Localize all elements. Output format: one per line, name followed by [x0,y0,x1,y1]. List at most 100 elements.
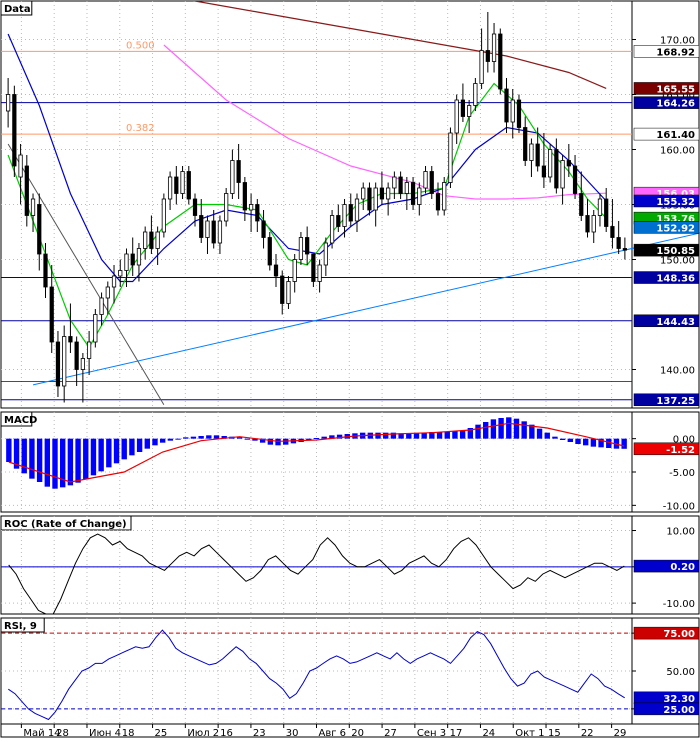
candle-body [118,270,123,277]
candle-body [504,88,509,123]
macd-histogram-bar [390,432,397,439]
macd-histogram-bar [421,432,427,439]
price-trend-label-bg [633,221,700,234]
rsi-title-box [0,617,45,633]
candle-body [529,143,534,161]
macd-tick-label: -10.00 [663,501,695,512]
macd-histogram-bar [106,438,112,468]
x-axis-label: 20 [351,728,364,738]
macd-histogram-bar [206,435,212,439]
macd-histogram-bar [575,438,581,444]
macd-histogram-bar [513,418,520,439]
candle-body [535,143,540,167]
macd-histogram-bar [406,433,412,439]
macd-histogram-bar [506,417,512,439]
macd-histogram-bar [244,438,250,440]
roc-tick-label: -10.00 [663,599,695,610]
price-hline-label: 137.25 [656,396,695,407]
macd-histogram-bar [459,430,466,439]
macd-histogram-bar [598,438,604,448]
macd-histogram-bar [475,424,481,439]
macd-histogram-bar [583,438,589,446]
macd-histogram-bar [75,438,81,483]
candle-body [37,204,42,255]
x-axis-label: 28 [56,728,69,738]
ema-line [7,82,607,349]
candle-body [572,165,578,194]
roc-tick-label: 10.00 [666,527,695,538]
macd-signal-line [8,422,625,483]
candle-body [93,314,98,343]
candle-body [435,193,441,211]
macd-histogram-bar [490,419,497,439]
roc-line [8,533,625,615]
price-hline-label-bg [633,314,700,328]
price-tick-label: 160.00 [660,146,695,157]
candle-body [305,237,310,255]
candle-body [74,341,79,370]
price-ma-label: 153.76 [656,214,695,225]
macd-histogram-bar [329,435,335,439]
candle-body [273,264,279,277]
candle-body [136,248,142,266]
macd-histogram-bar [529,424,535,439]
candle-body [323,242,328,266]
x-axis-label: 30 [286,728,299,738]
price-ma-label: 155.32 [656,197,695,208]
candle-body [379,187,385,200]
candle-body [329,215,335,244]
price-fib-label: 161.40 [656,130,695,141]
price-hline-label: 148.36 [656,274,695,285]
macd-histogram-bar [621,438,627,449]
macd-histogram-bar [313,438,320,439]
macd-histogram-bar [398,433,404,439]
macd-histogram-bar [121,438,127,460]
macd-tick-label: 0.00 [673,435,695,446]
price-hline-label: 164.26 [656,99,695,110]
candle-body [298,237,304,260]
candle-body [236,160,241,183]
candle-body [498,33,503,90]
candle-body [516,99,522,128]
price-tick-label: 140.00 [660,366,695,377]
candle-body [255,204,260,222]
candle-body [510,99,515,123]
macd-histogram-bar [559,438,566,440]
rsi-lower-label: 25.00 [663,705,695,716]
macd-histogram-bar [590,438,597,447]
x-axis-label: 27 [384,728,397,738]
candle-body [130,253,135,266]
candle-body [423,171,428,189]
candle-body [12,94,17,167]
fibonacci-level-label: 0.382 [126,123,155,134]
candle-body [473,83,478,106]
candle-body [224,193,229,222]
macd-histogram-bar [59,438,66,488]
candle-body [523,127,528,161]
candle-body [242,182,247,211]
candle-body [610,226,615,238]
rsi-upper-label-bg [633,626,700,640]
x-axis-label: 23 [253,728,266,738]
price-ma-label-bg [633,82,700,95]
roc-title-box [0,515,132,531]
price-tick-label: 170.00 [660,36,695,47]
candle-body [541,165,547,178]
macd-histogram-bar [383,432,389,439]
macd-histogram-bar [113,438,120,464]
candle-body [174,176,179,194]
x-axis-label: 25 [155,728,168,738]
candle-body [585,215,590,233]
candle-body [105,286,110,299]
candle-body [80,358,85,370]
candle-body [230,160,235,194]
fibonacci-level-label: 0.500 [126,40,155,51]
candle-body [554,149,559,189]
price-ma-label: 156.03 [656,189,695,200]
candle-body [442,182,447,211]
macd-histogram-bar [152,438,158,446]
candle-body [99,297,104,315]
price-fib-label-bg [633,127,700,141]
rsi-value-label: 32.30 [663,694,695,705]
